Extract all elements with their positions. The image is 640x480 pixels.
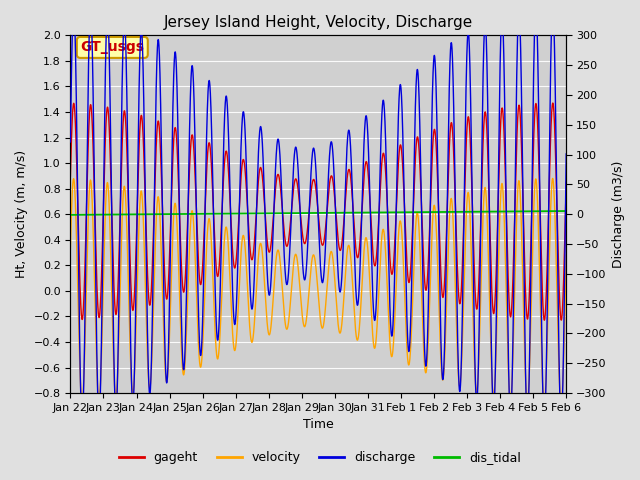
velocity (156, 205, 163, 211)
dis_tidal (563, 208, 570, 214)
dis_tidal (457, 209, 465, 215)
gageht (562, 197, 570, 203)
velocity (540, 400, 548, 406)
Line: dis_tidal: dis_tidal (70, 211, 566, 215)
Line: gageht: gageht (70, 103, 566, 320)
discharge (402, 258, 410, 264)
Line: discharge: discharge (70, 6, 566, 423)
discharge (156, 55, 163, 61)
Y-axis label: Ht, Velocity (m, m/s): Ht, Velocity (m, m/s) (15, 150, 28, 278)
dis_tidal (300, 210, 307, 216)
Legend: gageht, velocity, discharge, dis_tidal: gageht, velocity, discharge, dis_tidal (114, 446, 526, 469)
gageht (156, 128, 163, 133)
gageht (549, 100, 557, 106)
velocity (549, 176, 557, 181)
dis_tidal (429, 209, 436, 215)
gageht (563, 180, 570, 185)
gageht (67, 173, 74, 179)
X-axis label: Time: Time (303, 419, 333, 432)
Title: Jersey Island Height, Velocity, Discharge: Jersey Island Height, Velocity, Discharg… (164, 15, 473, 30)
gageht (429, 139, 436, 144)
velocity (429, 212, 436, 218)
dis_tidal (156, 211, 163, 217)
velocity (300, 321, 307, 326)
Y-axis label: Discharge (m3/s): Discharge (m3/s) (612, 160, 625, 268)
Line: velocity: velocity (70, 179, 566, 403)
velocity (67, 246, 74, 252)
discharge (540, 420, 548, 426)
velocity (563, 252, 570, 258)
dis_tidal (562, 208, 570, 214)
velocity (457, 371, 465, 377)
gageht (300, 237, 307, 243)
dis_tidal (402, 209, 410, 215)
velocity (402, 315, 410, 321)
gageht (402, 230, 410, 236)
discharge (549, 3, 557, 9)
Text: GT_usgs: GT_usgs (80, 40, 144, 54)
gageht (541, 317, 548, 323)
gageht (457, 291, 465, 297)
discharge (562, 186, 570, 192)
dis_tidal (67, 212, 74, 218)
discharge (300, 270, 307, 276)
discharge (457, 368, 465, 374)
velocity (562, 271, 570, 276)
discharge (429, 73, 436, 79)
discharge (67, 139, 74, 145)
discharge (563, 151, 570, 157)
